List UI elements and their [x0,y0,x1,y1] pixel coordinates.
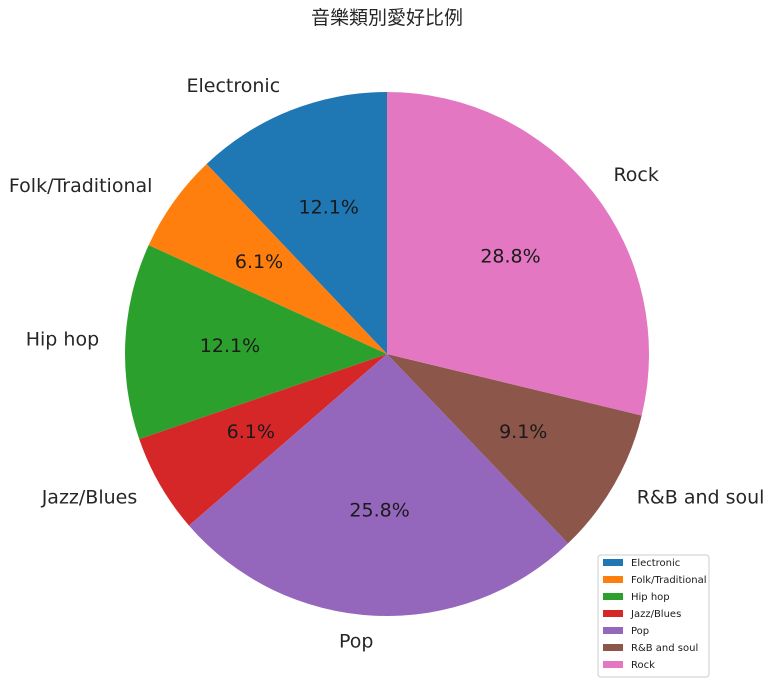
legend-swatch-pop [603,627,623,634]
chart-title: 音樂類別愛好比例 [311,7,463,29]
percent-label-rock: 28.8% [480,245,540,267]
percent-label-pop: 25.8% [349,500,409,522]
legend-label-r-b-and-soul: R&B and soul [631,643,698,654]
pie-slices [124,92,650,617]
pie-slice-r-b-and-soul [387,354,642,544]
legend-swatch-electronic [603,559,623,566]
pie-slice-jazz-blues [139,354,387,526]
category-label-folk-traditional: Folk/Traditional [9,175,152,197]
slice-labels: Electronic 12.1% Folk/Traditional 6.1% Hip h… [9,75,765,653]
category-label-electronic: Electronic [187,75,281,97]
legend-swatch-r-b-and-soul [603,644,623,651]
legend-label-jazz-blues: Jazz/Blues [630,609,681,620]
category-label-jazz-blues: Jazz/Blues [41,486,138,508]
category-label-r-b-and-soul: R&B and soul [637,486,765,508]
pie-slice-rock [387,92,650,416]
category-label-pop: Pop [339,630,373,652]
pie-slice-folk-traditional [148,164,387,354]
pie-slice-electronic [206,92,387,354]
pie-slice-pop [188,354,568,617]
percent-label-jazz-blues: 6.1% [227,421,275,443]
legend-label-pop: Pop [631,626,649,637]
legend-swatch-rock [603,661,623,668]
legend-label-folk-traditional: Folk/Traditional [631,575,707,586]
legend: Electronic Folk/Traditional Hip hop Jazz/Bl… [597,554,710,678]
percent-label-hip-hop: 12.1% [200,335,260,357]
legend-swatch-hip-hop [603,593,623,600]
percent-label-electronic: 12.1% [299,196,359,218]
category-label-rock: Rock [613,164,658,186]
pie-slice-hip-hop [124,245,387,440]
percent-label-r-b-and-soul: 9.1% [499,421,547,443]
category-label-hip-hop: Hip hop [26,328,99,350]
legend-swatch-jazz-blues [603,610,623,617]
legend-label-hip-hop: Hip hop [631,592,670,603]
percent-label-folk-traditional: 6.1% [235,251,283,273]
legend-label-rock: Rock [631,660,655,671]
legend-label-electronic: Electronic [631,558,680,569]
legend-box [597,554,710,678]
legend-swatch-folk-traditional [603,576,623,583]
